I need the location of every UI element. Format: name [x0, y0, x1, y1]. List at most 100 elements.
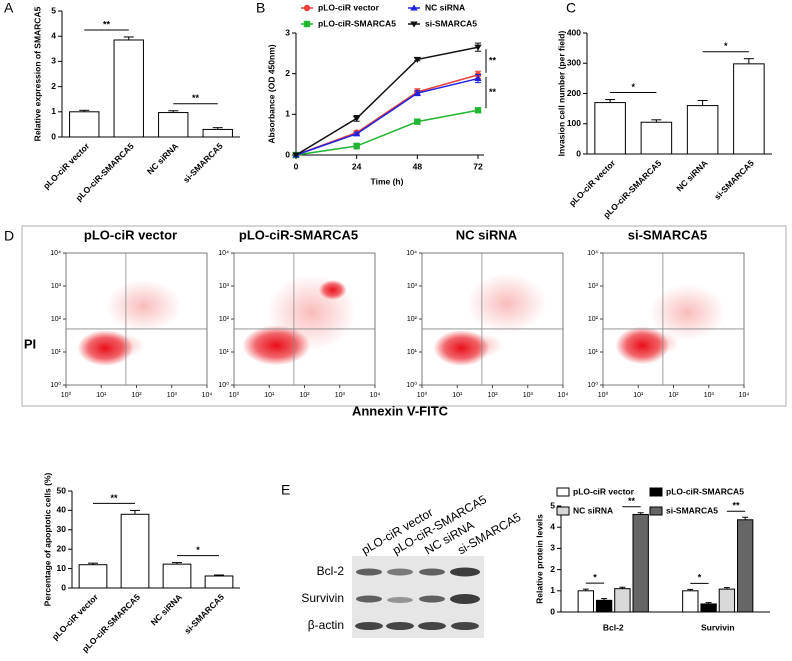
marker	[413, 89, 422, 96]
panel-label: D	[4, 228, 14, 244]
bar	[120, 513, 150, 589]
legend-label: si-SMARCA5	[425, 18, 477, 28]
marker	[352, 115, 361, 122]
panel-frame	[21, 225, 787, 407]
legend-swatch	[649, 487, 663, 497]
significance-label: **	[192, 93, 200, 103]
y-tick-label: 10⁴	[218, 250, 229, 257]
dot-cloud	[466, 273, 547, 334]
legend-label: pLO-ciR-SMARCA5	[318, 18, 396, 28]
legend-label: pLO-ciR-SMARCA5	[666, 486, 744, 496]
marker	[414, 118, 421, 125]
y-tick-label: 0	[576, 148, 581, 158]
y-axis-label: PI	[24, 336, 36, 351]
significance-label: **	[733, 501, 741, 511]
dot-cloud	[266, 274, 357, 351]
legend-label: pLO-ciR vector	[318, 2, 380, 12]
panel-label: B	[256, 0, 265, 16]
y-axis-label: Invasion cell number (per field)	[556, 31, 566, 157]
x-tick-label: NC siRNA	[674, 158, 709, 193]
significance-label: **	[103, 19, 111, 29]
x-tick-label: 10¹	[264, 392, 275, 399]
x-tick-label: 10⁴	[370, 392, 381, 399]
bar	[737, 519, 754, 613]
bar	[594, 102, 626, 155]
x-axis-label: Time (h)	[371, 176, 404, 186]
line	[295, 109, 479, 156]
bar	[595, 599, 613, 613]
y-tick-label: 3	[51, 56, 56, 66]
blot-image	[352, 556, 484, 638]
panel-title: si-SMARCA5	[628, 227, 707, 242]
bar	[78, 564, 108, 589]
marker	[352, 130, 361, 137]
x-tick-label: 10⁴	[202, 392, 213, 399]
row-label: Survivin	[301, 591, 344, 605]
bar	[69, 111, 100, 138]
y-tick-label: 2	[285, 68, 290, 78]
marker	[474, 44, 482, 51]
y-axis-label: Relative protein levels	[534, 514, 544, 604]
x-tick-label: 10⁰	[417, 391, 428, 399]
bar	[158, 112, 189, 138]
significance-label: **	[489, 87, 497, 97]
y-tick-label: 200	[567, 88, 581, 98]
significance-label: **	[489, 55, 497, 65]
y-tick-label: 40	[57, 505, 67, 515]
x-tick-label: 0	[294, 161, 299, 171]
y-tick-label: 2	[550, 564, 555, 574]
bar	[202, 128, 233, 138]
bar	[640, 121, 673, 155]
y-tick-label: 1	[51, 106, 56, 116]
marker	[410, 4, 418, 11]
y-tick-label: 10³	[51, 283, 62, 290]
y-tick-label: 10⁰	[587, 381, 598, 389]
row-label: β-actin	[308, 618, 344, 632]
y-tick-label: 5	[51, 5, 56, 15]
dot-cloud	[639, 330, 680, 355]
y-axis-label: Relative expression of SMARCA5	[32, 6, 42, 141]
x-tick-label: 10³	[523, 392, 534, 399]
y-tick-label: 3	[285, 27, 290, 37]
x-axis-label: Annexin V-FITC	[352, 403, 449, 418]
y-tick-label: 10³	[588, 283, 599, 290]
legend-label: pLO-ciR vector	[573, 486, 635, 496]
x-tick-label: 10²	[668, 392, 679, 399]
bar	[162, 563, 192, 589]
y-tick-label: 10¹	[219, 349, 230, 356]
y-tick-label: 3	[550, 543, 555, 553]
y-tick-label: 10⁴	[587, 250, 598, 257]
y-tick-label: 0	[51, 131, 56, 141]
bar	[113, 39, 144, 138]
marker	[292, 152, 300, 159]
x-tick-label: 24	[352, 161, 362, 171]
marker	[474, 107, 482, 114]
significance-label: **	[628, 496, 636, 506]
x-tick-label: NC siRNA	[145, 141, 180, 176]
bar	[733, 63, 765, 155]
y-tick-label: 10	[57, 563, 67, 573]
x-tick-label: Survivin	[701, 622, 735, 632]
y-tick-label: 10²	[51, 316, 62, 323]
panel-label: E	[281, 482, 290, 498]
y-tick-label: 30	[57, 524, 67, 534]
x-tick-label: pLO-ciR vector	[41, 140, 92, 191]
x-tick-label: 10⁰	[61, 391, 72, 399]
y-tick-label: 100	[567, 118, 581, 128]
x-tick-label: 10³	[167, 392, 178, 399]
y-tick-label: 50	[57, 485, 67, 495]
y-tick-label: 10³	[407, 283, 418, 290]
y-tick-label: 0	[285, 149, 290, 159]
y-tick-label: 400	[567, 27, 581, 37]
bar	[686, 105, 719, 155]
significance-label: *	[593, 572, 597, 582]
significance-label: *	[631, 82, 635, 92]
significance-label: *	[698, 573, 702, 583]
y-tick-label: 10⁰	[218, 381, 229, 389]
x-tick-label: 10⁰	[229, 391, 240, 399]
y-tick-label: 10¹	[588, 349, 599, 356]
y-tick-label: 4	[550, 521, 555, 531]
bar	[718, 588, 736, 613]
x-tick-label: 10²	[131, 392, 142, 399]
